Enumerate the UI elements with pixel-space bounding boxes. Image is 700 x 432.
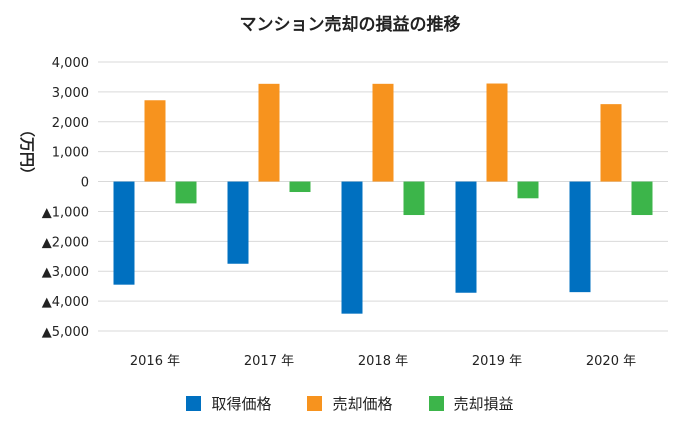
legend-swatch-sale	[307, 396, 323, 411]
y-tick-label: 3,000	[52, 86, 89, 101]
legend-swatch-acquisition	[186, 396, 202, 411]
x-tick-label: 2016 年	[130, 354, 180, 369]
acquisition-price-bar	[569, 181, 591, 293]
y-tick-label: ▲4,000	[42, 295, 89, 310]
acquisition-price-bar	[227, 181, 249, 264]
profit-loss-bar	[517, 181, 539, 199]
y-tick-label: ▲2,000	[42, 235, 89, 250]
sale-price-bar	[144, 100, 166, 182]
x-tick-label: 2020 年	[586, 354, 636, 369]
sale-price-bar	[600, 104, 622, 182]
acquisition-price-bar	[113, 181, 135, 285]
legend-label-sale: 売却価格	[332, 395, 393, 413]
chart-title: マンション売却の損益の推移	[239, 15, 461, 35]
legend-label-acquisition: 取得価格	[211, 395, 272, 413]
y-tick-label: 2,000	[52, 116, 89, 131]
y-tick-label: 4,000	[52, 56, 89, 71]
y-axis: 4,000 3,000 2,000 1,000 0 ▲1,000 ▲2,000 ▲3,000 ▲…	[42, 56, 89, 340]
x-tick-label: 2019 年	[472, 354, 522, 369]
legend-label-profit-loss: 売却損益	[453, 395, 514, 413]
acquisition-price-bar	[455, 181, 477, 293]
profit-loss-bar	[289, 181, 311, 193]
legend: 取得価格 売却価格 売却損益	[0, 393, 700, 414]
x-tick-label: 2018 年	[358, 354, 408, 369]
legend-item-profit-loss: 売却損益	[428, 393, 514, 414]
bars	[113, 83, 653, 314]
acquisition-price-bar	[341, 181, 363, 314]
x-axis: 2016 年 2017 年 2018 年 2019 年 2020 年	[130, 354, 636, 369]
sale-price-bar	[372, 83, 394, 182]
sale-price-bar	[486, 83, 508, 182]
y-tick-label: 0	[81, 176, 89, 191]
profit-loss-bar	[403, 181, 425, 216]
legend-item-sale: 売却価格	[307, 393, 393, 414]
sale-price-bar	[258, 83, 280, 182]
y-axis-label: （万円）	[18, 122, 36, 182]
profit-loss-bar	[631, 181, 653, 216]
y-tick-label: ▲1,000	[42, 205, 89, 220]
legend-item-acquisition: 取得価格	[186, 393, 271, 414]
profit-loss-bar	[175, 181, 197, 204]
legend-swatch-profit-loss	[428, 396, 444, 411]
x-tick-label: 2017 年	[244, 354, 294, 369]
y-tick-label: 1,000	[52, 146, 89, 161]
y-tick-label: ▲5,000	[42, 325, 89, 340]
y-tick-label: ▲3,000	[42, 265, 89, 280]
